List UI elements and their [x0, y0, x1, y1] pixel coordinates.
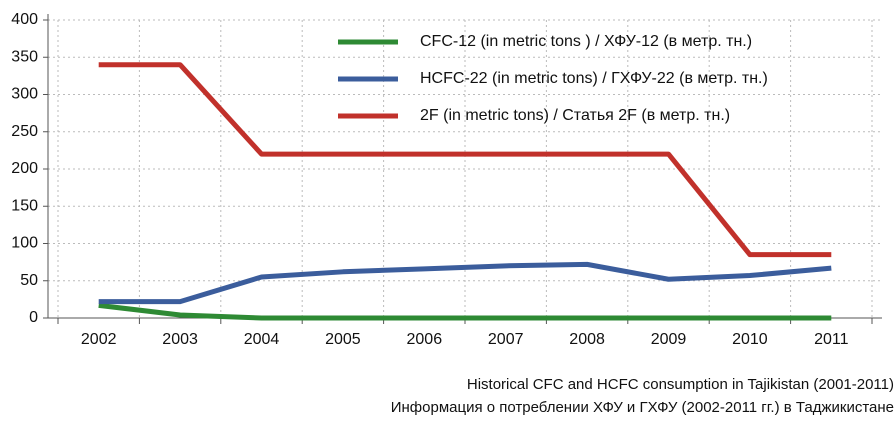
- y-tick-label: 50: [20, 272, 38, 289]
- x-tick-label: 2003: [162, 331, 198, 348]
- y-tick-label: 100: [11, 235, 38, 252]
- x-tick-label: 2011: [814, 331, 849, 348]
- y-tick-label: 350: [11, 48, 38, 65]
- y-tick-label: 250: [11, 123, 38, 140]
- line-series: [98, 302, 832, 321]
- x-tick-label: 2005: [325, 331, 361, 348]
- y-tick-label: 150: [11, 197, 38, 214]
- y-tick-label: 300: [11, 86, 38, 103]
- y-tick-label: 200: [11, 160, 38, 177]
- x-tick-label: 2007: [488, 331, 524, 348]
- legend-label: 2F (in metric tons) / Статья 2F (в метр.…: [420, 107, 730, 124]
- x-tick-label: 2009: [651, 331, 687, 348]
- legend-label: HCFC-22 (in metric tons) / ГХФУ-22 (в ме…: [420, 70, 768, 87]
- legend-label: CFC-12 (in metric tons ) / ХФУ-12 (в мет…: [420, 33, 752, 50]
- caption: Информация о потреблении ХФУ и ГХФУ (200…: [391, 399, 894, 416]
- y-tick-label: 400: [11, 11, 38, 28]
- caption: Historical CFC and HCFC consumption in T…: [467, 376, 894, 393]
- x-tick-label: 2006: [407, 331, 443, 348]
- x-tick-label: 2010: [732, 331, 768, 348]
- x-tick-label: 2004: [244, 331, 280, 348]
- line-series: [98, 261, 832, 305]
- y-tick-label: 0: [29, 309, 38, 326]
- line-series: [98, 62, 832, 258]
- x-tick-label: 2002: [81, 331, 117, 348]
- x-tick-label: 2008: [569, 331, 605, 348]
